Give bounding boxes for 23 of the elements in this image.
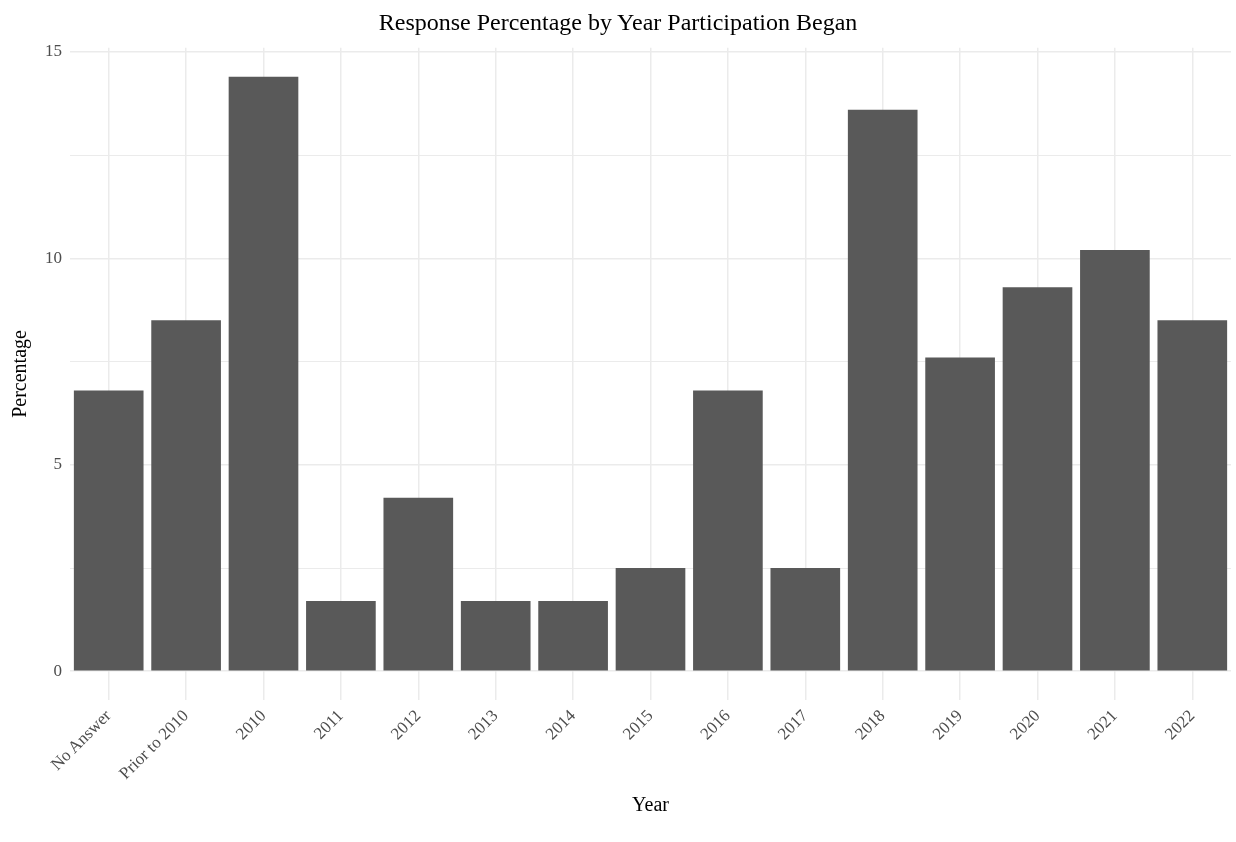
- y-tick-label: 5: [53, 454, 62, 474]
- y-axis-title: Percentage: [8, 329, 32, 418]
- bar: [1002, 287, 1073, 671]
- bar: [460, 601, 531, 671]
- bar: [770, 568, 841, 671]
- bar: [73, 390, 144, 671]
- chart-title: Response Percentage by Year Participation Began: [378, 8, 858, 35]
- bar: [306, 601, 376, 671]
- bar: [1157, 320, 1228, 671]
- y-tick-label: 15: [45, 41, 62, 61]
- bar: [228, 76, 299, 671]
- x-axis-title: Year: [632, 793, 670, 816]
- bar: [693, 390, 763, 671]
- bar: [538, 601, 608, 671]
- bar: [383, 497, 454, 671]
- y-tick-label: 0: [53, 660, 62, 680]
- y-tick-label: 10: [45, 247, 62, 267]
- x-tick-label: 2011: [309, 705, 347, 743]
- bar: [151, 320, 221, 671]
- bar: [847, 109, 918, 671]
- bar: [1080, 250, 1150, 671]
- bar: [925, 357, 995, 671]
- bar: [615, 568, 686, 671]
